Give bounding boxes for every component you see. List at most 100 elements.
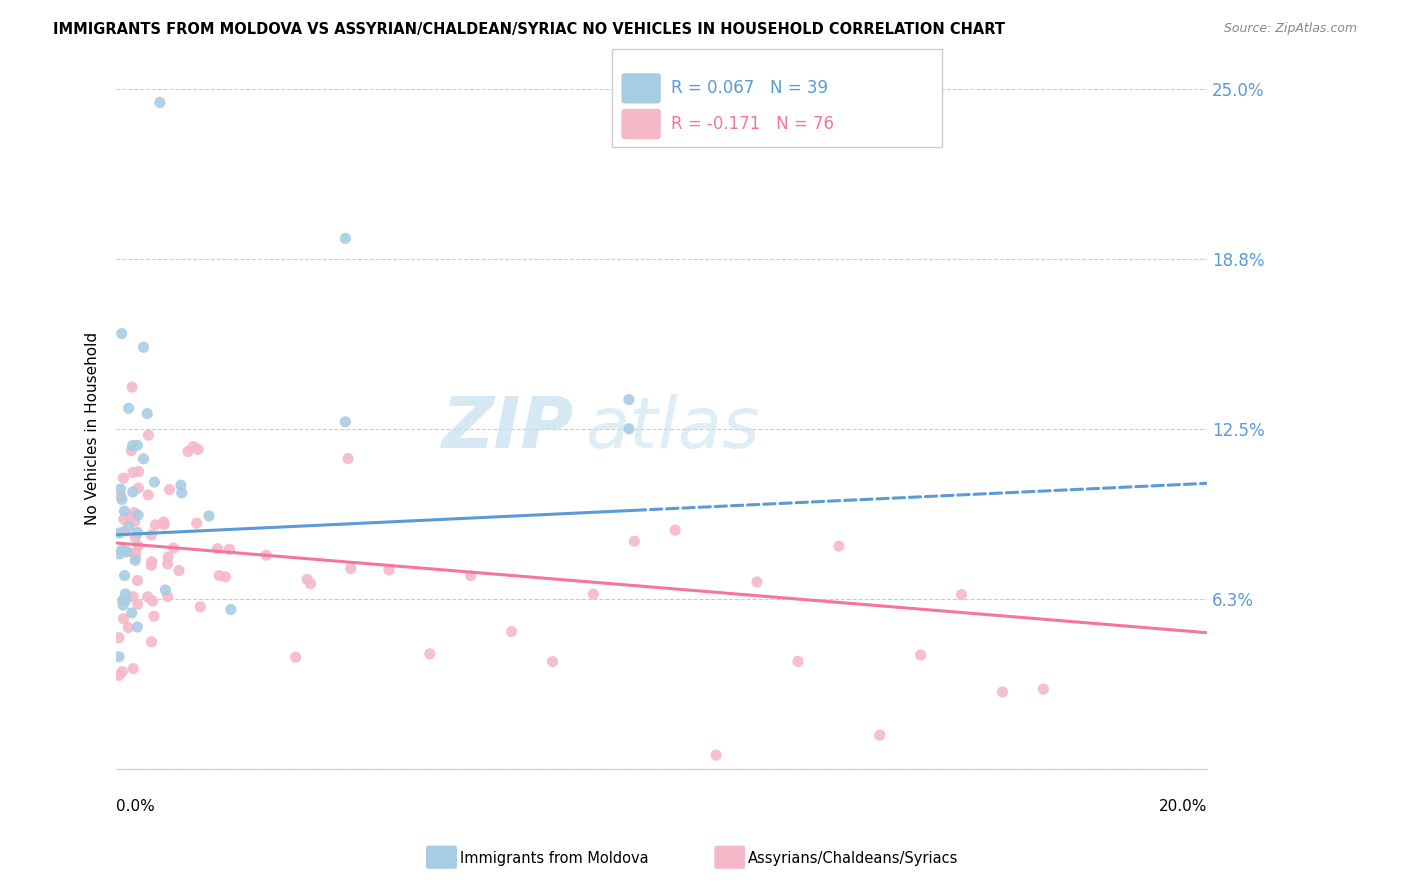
Point [623,534,645,549]
Point [112,471,135,485]
Point [111,543,134,558]
Point [121,380,143,394]
Point [617,422,640,436]
Text: Assyrians/Chaldeans/Syriacs: Assyrians/Chaldeans/Syriacs [748,851,959,865]
Point [117,621,139,635]
Point [141,594,163,608]
Point [153,517,176,532]
Point [162,541,184,555]
Point [828,539,851,553]
Point [745,574,768,589]
Point [787,655,810,669]
Point [152,515,174,529]
Point [112,543,135,558]
Point [121,485,143,500]
Point [138,428,160,442]
Point [114,593,136,607]
Point [141,558,163,573]
Point [122,662,145,676]
Point [149,95,172,110]
Point [910,648,932,662]
Point [108,649,131,664]
Point [114,524,136,538]
Text: 0.0%: 0.0% [117,799,155,814]
Point [419,647,441,661]
Point [124,550,146,565]
Point [111,665,134,679]
Point [145,517,167,532]
Point [118,510,141,524]
Point [295,573,318,587]
Point [141,528,163,542]
Point [121,439,143,453]
Point [124,553,146,567]
Point [207,541,229,556]
Point [143,609,166,624]
Point [112,612,135,626]
Point [284,650,307,665]
Point [187,442,209,457]
Text: ZIP: ZIP [441,394,575,463]
Point [108,526,131,541]
Point [460,568,482,582]
Point [127,508,149,522]
Point [141,555,163,569]
Point [115,545,138,559]
Point [111,593,134,607]
Point [112,598,135,612]
Text: 20.0%: 20.0% [1159,799,1206,814]
Point [127,539,149,553]
Point [156,557,179,571]
Point [108,631,131,645]
Point [127,597,149,611]
Point [118,519,141,533]
Point [132,451,155,466]
Text: R = 0.067   N = 39: R = 0.067 N = 39 [671,79,828,97]
Point [156,590,179,604]
Point [136,407,159,421]
Point [110,489,132,503]
Point [170,478,193,492]
Point [124,530,146,544]
Point [339,561,361,575]
Point [186,516,208,531]
Point [127,438,149,452]
Point [170,486,193,500]
Text: Immigrants from Moldova: Immigrants from Moldova [460,851,648,865]
Point [664,523,686,537]
Point [141,634,163,648]
Point [214,570,236,584]
Point [704,747,727,762]
Point [1032,682,1054,697]
Point [114,587,136,601]
Point [159,483,181,497]
Point [112,512,135,526]
Point [132,340,155,354]
Point [299,576,322,591]
Point [541,655,564,669]
Point [198,508,221,523]
Point [582,587,605,601]
Point [501,624,523,639]
Point [218,542,240,557]
Point [111,326,134,341]
Point [115,544,138,558]
Point [124,515,146,529]
Point [188,599,211,614]
Point [167,564,190,578]
Text: atlas: atlas [585,394,759,463]
Point [124,546,146,560]
Point [335,231,357,245]
Point [110,482,132,496]
Point [127,481,149,495]
Point [114,568,136,582]
Point [991,685,1014,699]
Point [122,466,145,480]
Point [112,504,135,518]
Point [122,590,145,604]
Point [177,444,200,458]
Point [127,465,149,479]
Point [127,525,149,540]
Point [378,563,401,577]
Point [108,668,131,682]
